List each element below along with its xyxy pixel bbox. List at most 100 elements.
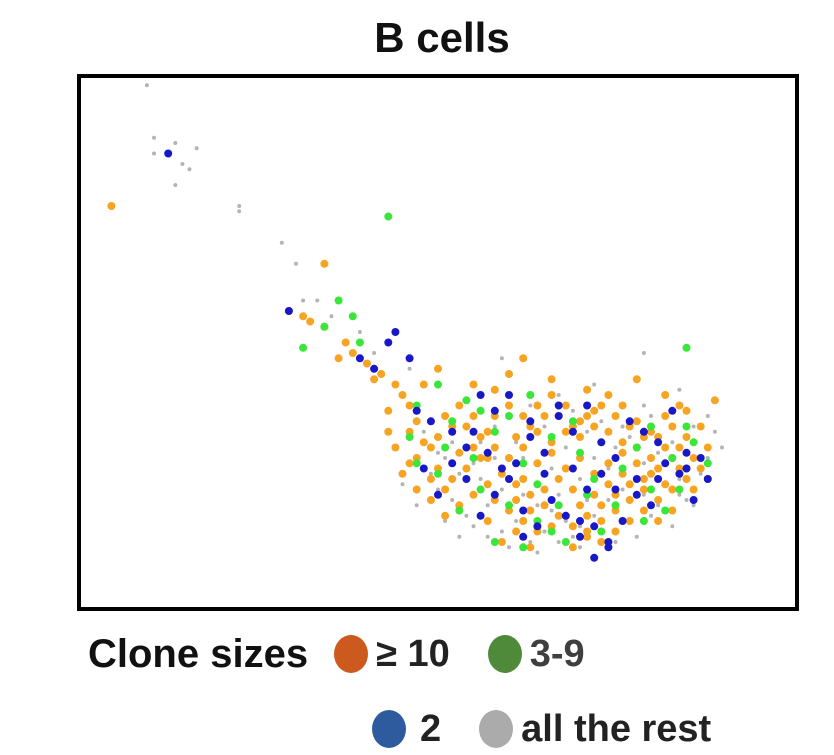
point-rest-7 xyxy=(173,183,178,187)
point-ge10-149 xyxy=(618,438,627,447)
point-c3to9-44 xyxy=(547,527,556,536)
point-ge10-20 xyxy=(434,433,442,441)
point-ge10-129 xyxy=(639,485,648,494)
point-ge10-112 xyxy=(519,475,528,483)
point-c2-32 xyxy=(632,490,641,499)
point-rest-28 xyxy=(634,534,639,539)
point-ge10-164 xyxy=(639,475,648,483)
point-c3to9-33 xyxy=(476,485,485,494)
point-c2-61 xyxy=(682,464,691,473)
legend-label-rest: all the rest xyxy=(521,707,712,750)
point-c3to9-34 xyxy=(455,506,464,515)
point-ge10-16 xyxy=(412,417,421,426)
point-rest-45 xyxy=(549,508,554,513)
point-c3to9-6 xyxy=(476,406,485,415)
point-ge10-115 xyxy=(561,464,570,473)
point-ge10-82 xyxy=(448,475,457,483)
point-c2-44 xyxy=(462,475,471,483)
legend-row-2: 2 all the rest xyxy=(372,707,711,751)
legend-label-ge10: ≥ 10 xyxy=(376,632,450,675)
point-ge10-109 xyxy=(419,380,428,389)
point-c2-39 xyxy=(533,522,542,531)
point-ge10-65 xyxy=(597,538,606,546)
point-ge10-45 xyxy=(618,401,627,410)
point-rest-90 xyxy=(592,456,597,460)
point-rest-68 xyxy=(641,461,646,466)
point-c3to9-48 xyxy=(448,417,457,426)
point-c2-43 xyxy=(476,511,485,520)
point-ge10-145 xyxy=(561,427,570,436)
point-ge10-118 xyxy=(604,459,613,468)
point-ge10-22 xyxy=(441,412,450,420)
point-ge10-126 xyxy=(597,501,606,510)
point-c3to9-42 xyxy=(490,538,499,546)
point-ge10-25 xyxy=(462,422,471,431)
point-c3to9-10 xyxy=(434,380,442,389)
point-ge10-106 xyxy=(519,354,528,363)
point-ge10-34 xyxy=(540,412,549,420)
point-ge10-2 xyxy=(299,312,308,321)
point-ge10-40 xyxy=(576,433,584,441)
point-ge10-24 xyxy=(469,412,478,420)
point-c2-59 xyxy=(632,475,641,483)
point-c3to9-2 xyxy=(334,296,343,305)
point-c2-46 xyxy=(434,490,442,499)
point-ge10-78 xyxy=(412,485,421,494)
point-rest-50 xyxy=(620,487,625,492)
point-rest-69 xyxy=(670,440,675,445)
point-ge10-9 xyxy=(363,359,371,368)
legend-swatch-3-9 xyxy=(487,635,522,673)
point-c2-9 xyxy=(448,427,457,436)
series-c2 xyxy=(164,149,712,562)
point-c3to9-23 xyxy=(668,454,677,462)
point-c3to9-1 xyxy=(348,312,357,321)
point-ge10-108 xyxy=(505,370,513,378)
point-rest-86 xyxy=(606,466,611,471)
point-rest-32 xyxy=(507,545,511,550)
point-c3to9-29 xyxy=(597,527,606,536)
point-c2-37 xyxy=(561,511,570,520)
point-rest-30 xyxy=(578,545,582,550)
point-rest-15 xyxy=(357,330,362,334)
point-ge10-15 xyxy=(384,406,393,415)
point-ge10-133 xyxy=(483,427,492,436)
point-ge10-63 xyxy=(625,517,634,525)
point-ge10-136 xyxy=(426,475,435,483)
point-c2-7 xyxy=(412,406,421,415)
point-c3to9-39 xyxy=(554,501,563,510)
point-c3to9-41 xyxy=(611,501,620,510)
point-rest-40 xyxy=(457,471,462,476)
point-ge10-57 xyxy=(703,443,712,452)
point-c2-36 xyxy=(576,532,584,541)
point-c2-50 xyxy=(540,469,549,478)
point-c3to9-8 xyxy=(568,417,577,426)
point-c2-62 xyxy=(590,553,599,562)
point-c3to9-13 xyxy=(405,433,414,441)
point-ge10-96 xyxy=(647,469,655,478)
point-rest-9 xyxy=(237,209,242,214)
point-rest-36 xyxy=(450,498,455,502)
point-c2-51 xyxy=(568,464,577,473)
legend-swatch-ge10 xyxy=(334,635,369,673)
point-rest-92 xyxy=(649,414,653,418)
point-ge10-7 xyxy=(348,349,357,357)
point-ge10-69 xyxy=(540,501,549,510)
point-rest-46 xyxy=(563,519,568,523)
point-c2-23 xyxy=(654,438,663,447)
point-rest-2 xyxy=(152,151,156,156)
point-rest-41 xyxy=(478,477,483,481)
point-ge10-122 xyxy=(540,485,549,494)
point-c2-33 xyxy=(618,517,627,525)
point-ge10-111 xyxy=(469,380,478,389)
point-rest-33 xyxy=(485,534,490,539)
point-ge10-92 xyxy=(590,490,599,499)
point-rest-18 xyxy=(499,356,504,361)
point-ge10-59 xyxy=(682,475,691,483)
point-c2-31 xyxy=(647,501,655,510)
point-ge10-157 xyxy=(512,527,521,536)
point-rest-16 xyxy=(372,351,377,355)
point-ge10-55 xyxy=(675,443,684,452)
point-c2-35 xyxy=(590,522,599,531)
point-c2-3 xyxy=(384,338,393,347)
point-ge10-32 xyxy=(512,433,521,441)
